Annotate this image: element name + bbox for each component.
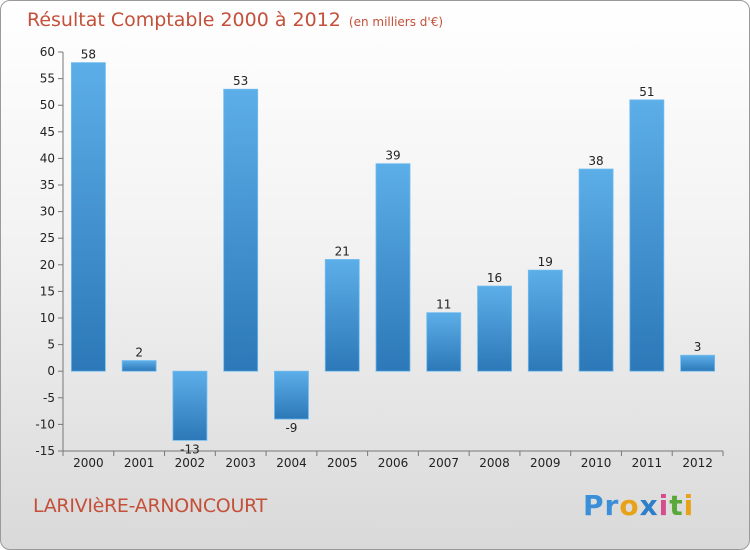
logo-letter: i [683, 489, 695, 522]
bar [274, 370, 309, 420]
bar [375, 163, 411, 372]
x-tick-label: 2002 [175, 456, 206, 470]
y-tick-label: 45 [40, 125, 55, 139]
logo-letter: i [658, 489, 670, 522]
bar [172, 370, 208, 441]
bar [578, 168, 614, 372]
chart-subtitle: (en milliers d'€) [348, 15, 444, 29]
place-name: LARIVIèRE-ARNONCOURT [33, 495, 267, 517]
y-tick-label: 10 [40, 311, 55, 325]
logo-letter: r [604, 489, 620, 522]
bar [680, 354, 716, 372]
data-label: 11 [436, 298, 451, 312]
x-tick-label: 2003 [225, 456, 256, 470]
data-label: 39 [385, 149, 400, 163]
y-tick-label: 20 [40, 258, 55, 272]
data-label: -13 [180, 442, 200, 456]
x-tick-label: 2006 [378, 456, 409, 470]
logo-letter: t [669, 489, 684, 522]
logo-letter: P [583, 489, 605, 522]
data-label: 19 [538, 255, 553, 269]
y-tick-label: 25 [40, 231, 55, 245]
x-tick-label: 2004 [276, 456, 307, 470]
data-label: -9 [285, 421, 297, 435]
y-tick-label: 35 [40, 178, 55, 192]
logo-letter: x [639, 489, 659, 522]
x-tick-label: 2011 [632, 456, 663, 470]
y-tick-label: -5 [43, 391, 55, 405]
y-tick-label: 5 [47, 338, 55, 352]
bar [527, 269, 563, 372]
x-tick-label: 2007 [428, 456, 459, 470]
x-tick-label: 2001 [124, 456, 155, 470]
bar [324, 259, 360, 372]
x-tick-label: 2000 [73, 456, 104, 470]
data-label: 51 [639, 85, 654, 99]
data-label: 53 [233, 74, 248, 88]
data-label: 16 [487, 271, 502, 285]
x-tick-label: 2010 [581, 456, 612, 470]
bar [426, 312, 462, 372]
y-tick-label: 60 [40, 45, 55, 59]
x-tick-label: 2012 [682, 456, 713, 470]
bar [121, 360, 157, 372]
data-label: 21 [335, 244, 350, 258]
y-tick-label: -10 [35, 417, 55, 431]
bar [629, 99, 665, 372]
bar [477, 285, 512, 372]
x-tick-label: 2005 [327, 456, 358, 470]
chart-title: Résultat Comptable 2000 à 2012 [27, 9, 341, 31]
y-tick-label: 0 [47, 364, 55, 378]
y-tick-label: 50 [40, 98, 55, 112]
x-tick-label: 2009 [530, 456, 561, 470]
logo-letter: o [619, 489, 640, 522]
data-label: 38 [588, 154, 603, 168]
data-label: 3 [694, 340, 702, 354]
title-row: Résultat Comptable 2000 à 2012 (en millie… [27, 9, 443, 31]
y-tick-label: 40 [40, 151, 55, 165]
bar [223, 88, 259, 372]
bar [70, 62, 106, 372]
data-label: 2 [135, 346, 143, 360]
y-tick-label: 55 [40, 72, 55, 86]
proxiti-logo: Proxiti [583, 489, 694, 522]
y-tick-label: -15 [35, 444, 55, 458]
y-tick-label: 15 [40, 284, 55, 298]
y-tick-label: 30 [40, 205, 55, 219]
data-label: 58 [81, 48, 96, 62]
x-tick-label: 2008 [479, 456, 510, 470]
